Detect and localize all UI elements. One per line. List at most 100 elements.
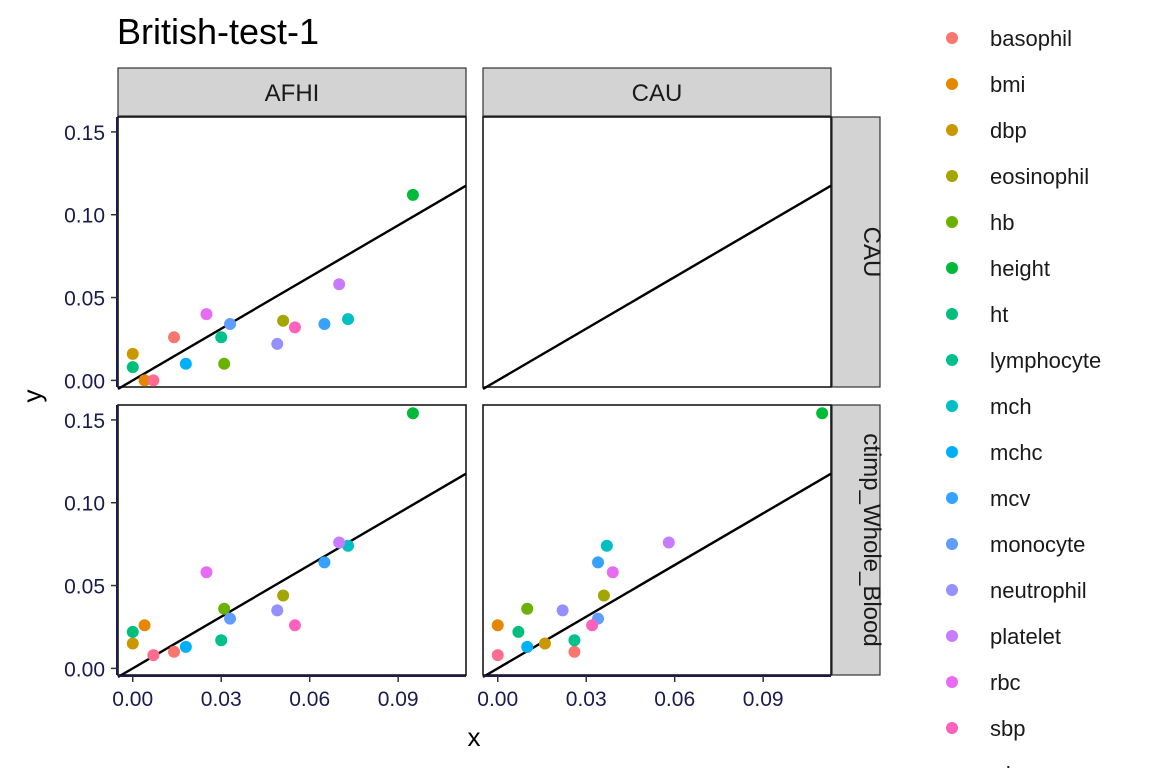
data-point-ht [512, 625, 525, 638]
x-tick-label: 0.09 [378, 688, 419, 711]
panel-afhi-ctimp_whole_blood [117, 404, 467, 679]
data-point-wbc [147, 649, 160, 662]
legend-key-mch [946, 400, 958, 412]
data-point-sbp [586, 619, 599, 632]
data-point-mcv [318, 318, 331, 331]
legend-label: wbc [989, 762, 1029, 768]
facet-strip-cau [482, 67, 832, 117]
data-point-rbc [606, 566, 619, 579]
data-point-rbc [200, 308, 213, 321]
legend-label: platelet [990, 624, 1061, 649]
y-tick-label: 0.15 [64, 122, 105, 145]
x-tick-label: 0.03 [566, 688, 607, 711]
chart-title: British-test-1 [117, 11, 319, 52]
data-point-ht [126, 625, 139, 638]
data-point-neutrophil [271, 604, 284, 617]
x-tick-label: 0.09 [743, 688, 784, 711]
legend-label: hb [990, 210, 1014, 235]
legend-label: rbc [990, 670, 1021, 695]
legend-key-bmi [946, 78, 958, 90]
legend-label: mcv [990, 486, 1030, 511]
data-point-height [406, 407, 419, 420]
y-tick-label: 0.15 [64, 410, 105, 433]
data-point-lymphocyte [215, 331, 228, 344]
x-tick-label: 0.06 [289, 688, 330, 711]
data-point-basophil [168, 331, 181, 344]
data-point-monocyte [224, 612, 237, 625]
data-point-mch [600, 539, 613, 552]
data-point-bmi [138, 374, 151, 387]
data-point-bmi [491, 619, 504, 632]
legend-key-lymphocyte [946, 354, 958, 366]
data-point-hb [218, 602, 231, 615]
legend-key-sbp [946, 722, 958, 734]
data-point-mch [342, 313, 355, 326]
legend-key-ht [946, 308, 958, 320]
data-point-sbp [288, 619, 301, 632]
x-axis-title: x [468, 722, 481, 752]
legend-key-platelet [946, 630, 958, 642]
x-tick-label: 0.00 [112, 688, 153, 711]
data-point-hb [218, 357, 231, 370]
panel-border [117, 116, 467, 388]
data-point-dbp [126, 347, 139, 360]
legend-label: basophil [990, 26, 1072, 51]
legend-key-mchc [946, 446, 958, 458]
legend-key-mcv [946, 492, 958, 504]
facet-strip-label: CAU [632, 80, 683, 107]
data-point-bmi [138, 619, 151, 632]
x-tick-label: 0.03 [201, 688, 242, 711]
data-point-basophil [168, 645, 181, 658]
legend: basophil bmi dbp eosinophil hb height ht lympho… [946, 26, 1101, 768]
y-tick-label: 0.10 [64, 493, 105, 516]
facet-strip-row-label: ctimp_Whole_Blood [858, 433, 885, 646]
data-point-hb [521, 602, 534, 615]
data-point-dbp [538, 637, 551, 650]
data-point-mcv [592, 556, 605, 569]
legend-label: bmi [990, 72, 1025, 97]
data-point-mchc [179, 640, 192, 653]
data-point-wbc [147, 374, 160, 387]
legend-label: ht [990, 302, 1008, 327]
data-point-monocyte [224, 318, 237, 331]
x-tick-label: 0.06 [654, 688, 695, 711]
data-point-platelet [333, 536, 346, 549]
data-point-mchc [521, 640, 534, 653]
facet-strip-row-label: CAU [858, 227, 885, 278]
data-point-mcv [318, 556, 331, 569]
panel-border [117, 404, 467, 676]
data-point-basophil [568, 645, 581, 658]
data-point-platelet [333, 278, 346, 291]
y-tick-label: 0.00 [64, 658, 105, 681]
panel-cau-ctimp_whole_blood [482, 404, 832, 679]
facet-strip-afhi [117, 67, 467, 117]
axes: 0.00 0.05 0.10 0.15 0.00 0.05 0.10 0.15 0.00 0.03… [64, 117, 831, 711]
y-axis-title: y [17, 390, 47, 403]
legend-label: sbp [990, 716, 1025, 741]
data-point-lymphocyte [568, 634, 581, 647]
legend-key-dbp [946, 124, 958, 136]
data-point-eosinophil [277, 314, 290, 327]
data-point-eosinophil [277, 589, 290, 602]
legend-key-monocyte [946, 538, 958, 550]
facet-strip-label: AFHI [265, 80, 320, 107]
legend-label: eosinophil [990, 164, 1089, 189]
legend-label: dbp [990, 118, 1027, 143]
legend-key-basophil [946, 32, 958, 44]
data-point-height [406, 188, 419, 201]
data-point-height [816, 407, 829, 420]
reference-line [117, 472, 467, 679]
y-tick-label: 0.10 [64, 205, 105, 228]
panel-cau-cau [482, 116, 832, 391]
data-point-sbp [288, 321, 301, 334]
panel-afhi-cau [117, 116, 467, 391]
panel-border [482, 116, 832, 388]
legend-label: mchc [990, 440, 1043, 465]
reference-line [117, 184, 467, 391]
legend-key-height [946, 262, 958, 274]
panel-border [482, 404, 832, 676]
y-tick-label: 0.00 [64, 370, 105, 393]
facet-strip-row [831, 116, 881, 388]
y-tick-label: 0.05 [64, 288, 105, 311]
